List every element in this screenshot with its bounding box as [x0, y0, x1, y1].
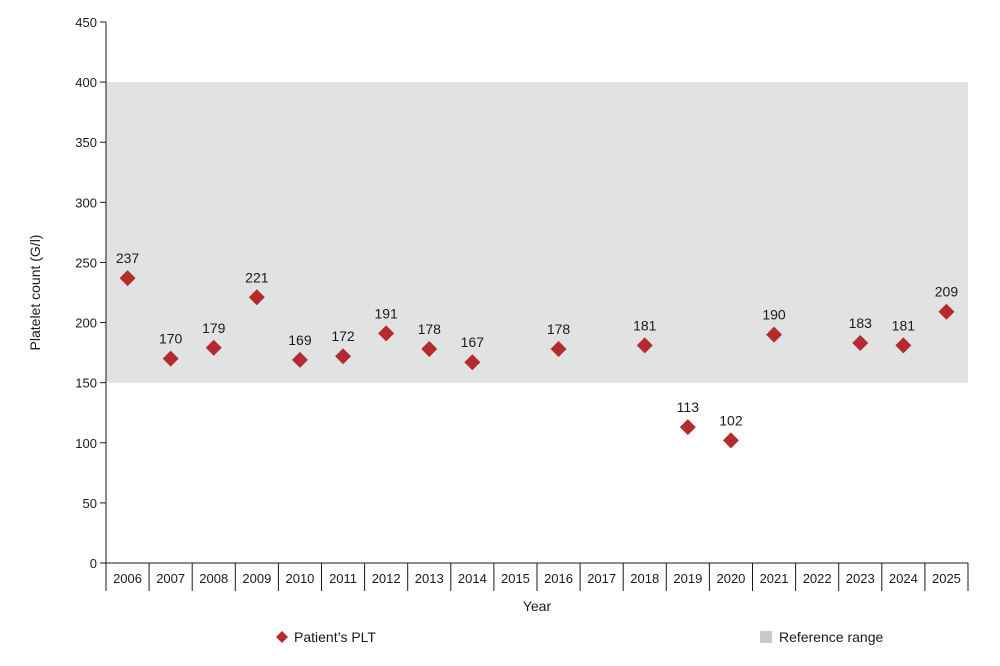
x-tick-label: 2025 — [932, 571, 961, 586]
x-tick-label: 2011 — [329, 571, 357, 586]
data-label: 190 — [762, 307, 786, 323]
data-point-marker — [119, 270, 136, 287]
data-point-marker — [895, 337, 912, 354]
x-tick-label: 2013 — [415, 571, 444, 586]
data-label: 179 — [202, 320, 226, 336]
legend-marker-patient-plt — [276, 631, 288, 643]
data-point-marker — [162, 350, 179, 367]
data-point-marker — [335, 348, 352, 365]
y-axis-ticks: 0 50 100 150 200 250 300 350 400 450 — [75, 15, 106, 571]
reference-range-band — [106, 82, 968, 383]
data-label: 169 — [288, 332, 312, 348]
data-point-marker — [464, 354, 481, 371]
y-tick-label: 150 — [75, 376, 97, 391]
y-tick-label: 400 — [75, 75, 97, 90]
legend-swatch-reference-range — [760, 631, 772, 643]
data-point-marker — [291, 351, 308, 368]
data-label: 102 — [719, 412, 743, 428]
legend: Patient’s PLT Reference range — [276, 629, 884, 645]
data-label: 178 — [547, 321, 571, 337]
data-label: 181 — [892, 317, 916, 333]
data-label: 209 — [935, 284, 959, 300]
data-label: 237 — [116, 250, 140, 266]
data-point-marker — [248, 289, 265, 306]
x-tick-label: 2024 — [889, 571, 918, 586]
data-point-marker — [205, 339, 222, 356]
x-tick-label: 2022 — [803, 571, 832, 586]
legend-label-reference-range: Reference range — [779, 629, 884, 645]
data-point-marker — [938, 303, 955, 320]
x-tick-label: 2015 — [501, 571, 530, 586]
y-tick-label: 50 — [83, 496, 97, 511]
x-tick-label: 2006 — [113, 571, 142, 586]
data-point-marker — [378, 325, 395, 342]
data-label: 167 — [461, 334, 485, 350]
x-tick-label: 2012 — [372, 571, 401, 586]
x-tick-label: 2018 — [630, 571, 659, 586]
x-tick-label: 2007 — [156, 571, 185, 586]
data-label: 221 — [245, 269, 269, 285]
data-label: 113 — [677, 399, 700, 415]
x-tick-label: 2019 — [673, 571, 702, 586]
data-label: 191 — [374, 305, 398, 321]
x-tick-label: 2014 — [458, 571, 487, 586]
x-axis-title: Year — [523, 598, 552, 614]
data-point-marker — [722, 432, 739, 449]
data-point-marker — [852, 334, 869, 351]
data-point-marker — [679, 419, 696, 436]
data-point-marker — [636, 337, 653, 354]
y-axis-title: Platelet count (G/l) — [27, 235, 43, 351]
data-label: 172 — [331, 328, 355, 344]
x-tick-label: 2017 — [587, 571, 616, 586]
y-tick-label: 250 — [75, 255, 97, 270]
x-tick-label: 2023 — [846, 571, 875, 586]
data-label: 183 — [849, 315, 873, 331]
y-tick-label: 450 — [75, 15, 97, 30]
data-label: 178 — [418, 321, 442, 337]
data-point-marker — [766, 326, 783, 343]
x-tick-label: 2009 — [242, 571, 271, 586]
x-tick-label: 2016 — [544, 571, 573, 586]
x-tick-label: 2020 — [716, 571, 745, 586]
data-points: 237 170 179 221 169 172 191 178 167 178 181 113 102 1… — [116, 250, 959, 449]
data-point-marker — [421, 341, 438, 358]
x-tick-label: 2008 — [199, 571, 228, 586]
data-label: 170 — [159, 331, 183, 347]
x-axis-ticks: 2006 2007 2008 2009 2010 2011 2012 2013 2014 2015… — [105, 563, 969, 591]
y-tick-label: 350 — [75, 135, 97, 150]
y-tick-label: 0 — [90, 556, 97, 571]
y-tick-label: 100 — [75, 436, 97, 451]
x-tick-label: 2021 — [760, 571, 789, 586]
y-tick-label: 200 — [75, 316, 97, 331]
data-point-marker — [550, 341, 567, 358]
x-tick-label: 2010 — [285, 571, 314, 586]
legend-label-patient-plt: Patient’s PLT — [294, 629, 376, 645]
data-label: 181 — [633, 317, 657, 333]
y-tick-label: 300 — [75, 195, 97, 210]
